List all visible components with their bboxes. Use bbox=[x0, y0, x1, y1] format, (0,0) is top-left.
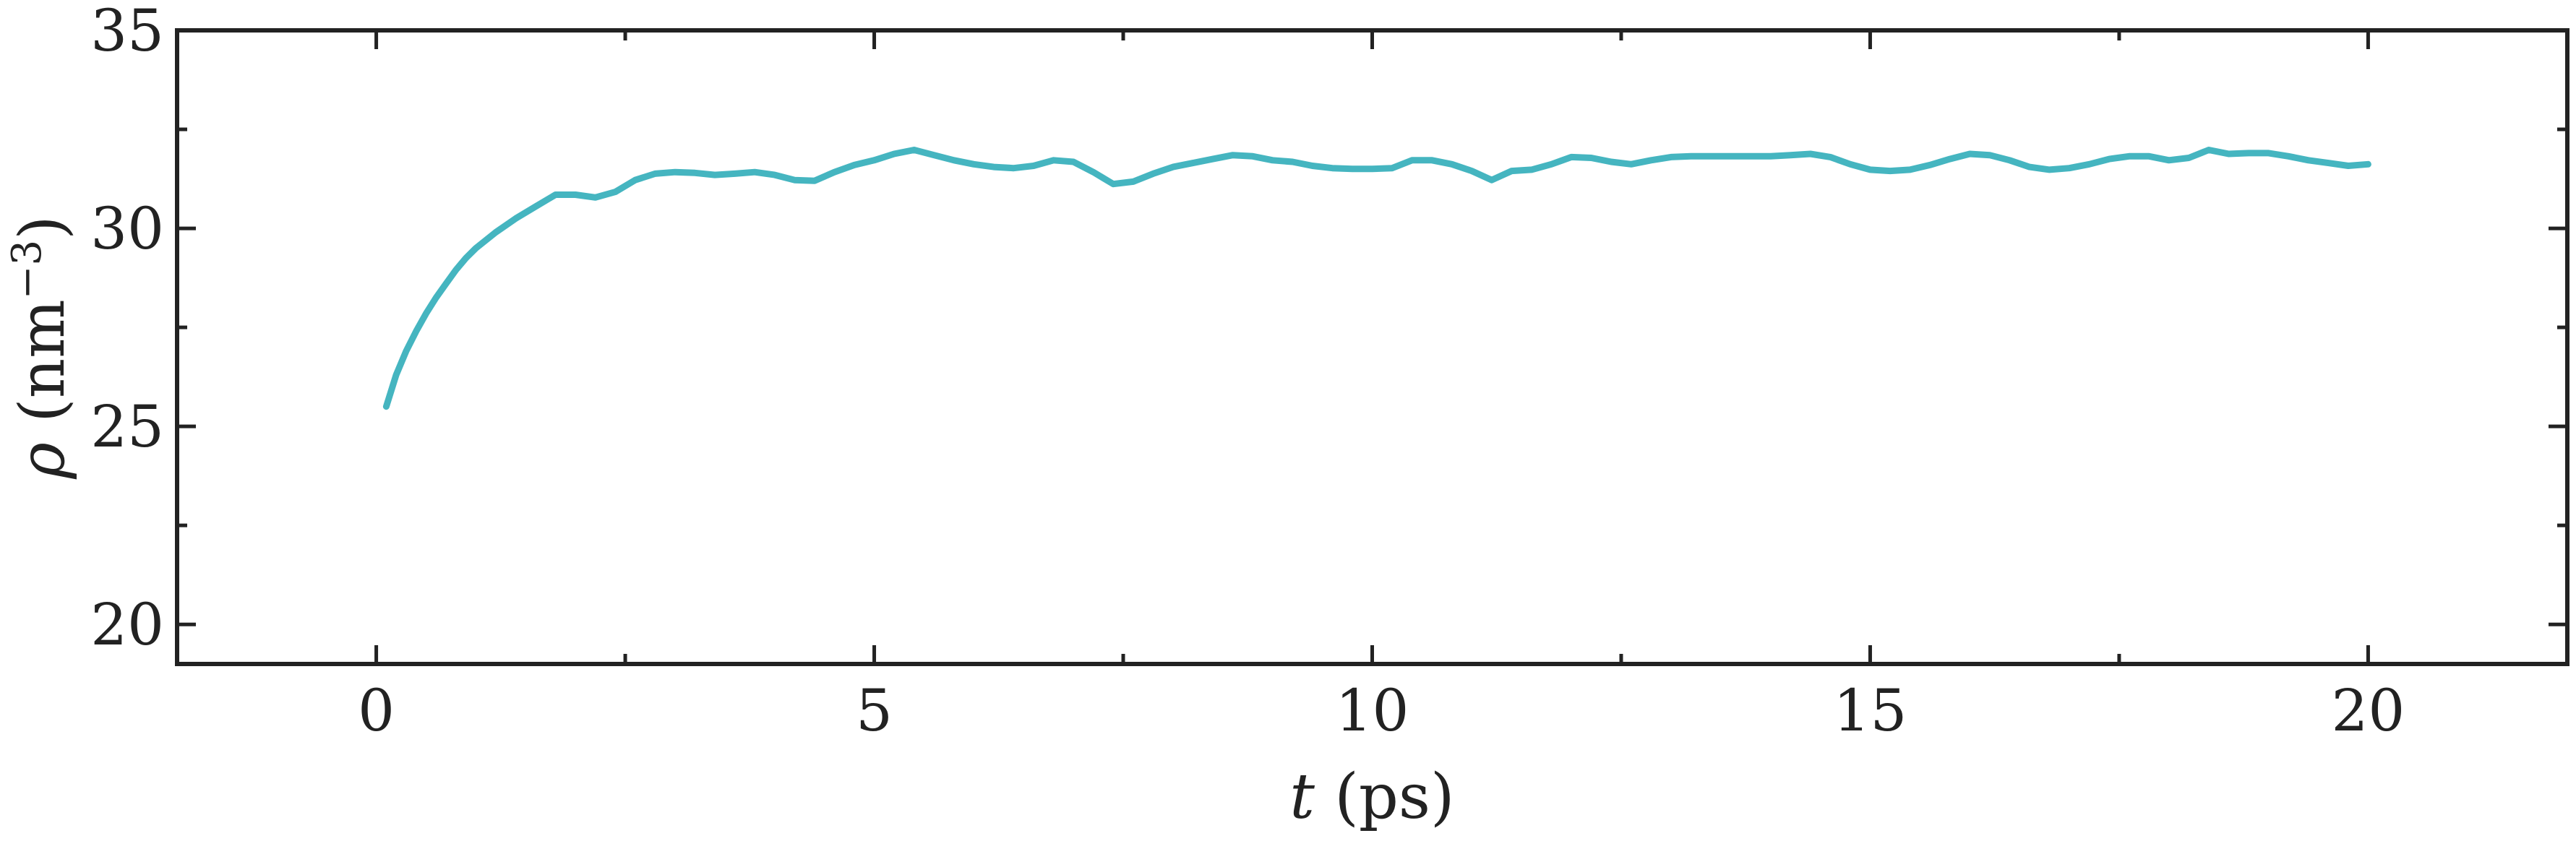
series-layer bbox=[382, 147, 2371, 410]
x-axis-ticks: 0 5 10 15 20 bbox=[358, 30, 2405, 744]
y-tick-label: 20 bbox=[90, 591, 164, 658]
y-axis-label-exponent: −3 bbox=[4, 240, 51, 300]
y-tick-label: 25 bbox=[90, 393, 164, 460]
x-tick-label: 5 bbox=[856, 677, 893, 744]
y-axis-label-unit-open: (nm bbox=[7, 299, 79, 442]
x-tick-label: 0 bbox=[358, 677, 395, 744]
y-axis-ticks: 20 25 30 35 bbox=[90, 0, 2567, 658]
y-tick-label: 30 bbox=[90, 195, 164, 262]
y-axis-label: ρ (nm−3) bbox=[4, 215, 79, 480]
x-axis-label: t (ps) bbox=[1289, 761, 1454, 833]
x-axis-label-unit: (ps) bbox=[1315, 761, 1455, 833]
x-tick-label: 15 bbox=[1834, 677, 1907, 744]
series-line bbox=[382, 147, 2371, 410]
x-tick-label: 20 bbox=[2332, 677, 2405, 744]
plot-frame bbox=[175, 28, 2569, 666]
x-axis-label-var: t bbox=[1289, 761, 1315, 833]
x-tick-label: 10 bbox=[1336, 677, 1409, 744]
y-axis-label-unit-close: ) bbox=[7, 215, 79, 240]
y-tick-label: 35 bbox=[90, 0, 164, 64]
y-axis-label-var: ρ bbox=[7, 442, 79, 480]
